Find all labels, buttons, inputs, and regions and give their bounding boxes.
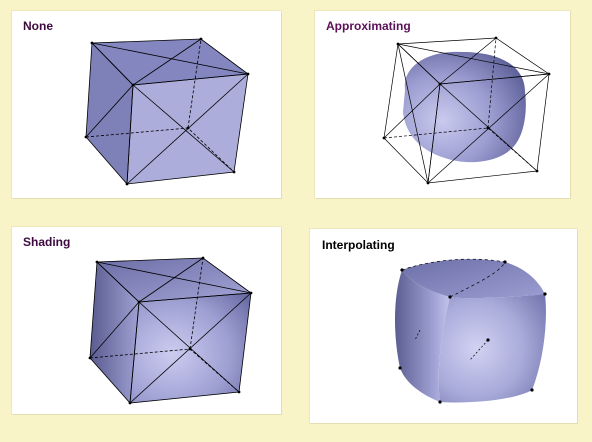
approximating-view bbox=[382, 36, 551, 185]
flat-cube bbox=[84, 37, 250, 186]
surface-curve bbox=[414, 329, 421, 341]
panel-title: Shading bbox=[23, 235, 71, 249]
surface-curve bbox=[401, 258, 506, 271]
cube-left-face bbox=[90, 262, 139, 403]
panel-approximating: Approximating bbox=[315, 11, 570, 198]
diagonal bbox=[138, 301, 240, 393]
interpolating-shape bbox=[395, 258, 547, 404]
cube-left-face bbox=[86, 43, 133, 184]
approximating-shape bbox=[382, 36, 551, 185]
panel-none: None bbox=[12, 11, 281, 198]
cage-diagonal bbox=[397, 43, 550, 75]
hidden-edge bbox=[189, 257, 204, 350]
diagonal bbox=[85, 84, 134, 138]
panel-title: Interpolating bbox=[322, 238, 395, 252]
cage-diagonal bbox=[397, 43, 429, 184]
diagonal bbox=[132, 38, 202, 86]
smooth-surface bbox=[403, 51, 526, 163]
cube-top-face bbox=[97, 258, 251, 302]
hidden-edge bbox=[383, 127, 538, 172]
surface-left bbox=[395, 270, 450, 402]
flat-cube-view bbox=[84, 37, 250, 186]
panel-interpolating: Interpolating bbox=[310, 229, 577, 423]
panel-shading: Shading bbox=[12, 227, 281, 414]
cage-diagonal bbox=[439, 37, 497, 85]
panel-title: Approximating bbox=[326, 19, 411, 33]
hidden-edge bbox=[487, 37, 497, 129]
shaded-cube-view bbox=[88, 256, 253, 405]
surface-curve bbox=[469, 339, 489, 361]
interpolating-view bbox=[395, 258, 547, 404]
diagonal bbox=[89, 301, 140, 359]
shaded-cube bbox=[88, 256, 253, 405]
diagonal bbox=[91, 42, 249, 75]
panel-title: None bbox=[23, 19, 53, 33]
cage-diagonal bbox=[383, 83, 441, 139]
diagonal bbox=[138, 257, 204, 303]
surface-top bbox=[402, 259, 545, 299]
surface-curve bbox=[449, 261, 506, 298]
surface-front bbox=[438, 294, 546, 403]
